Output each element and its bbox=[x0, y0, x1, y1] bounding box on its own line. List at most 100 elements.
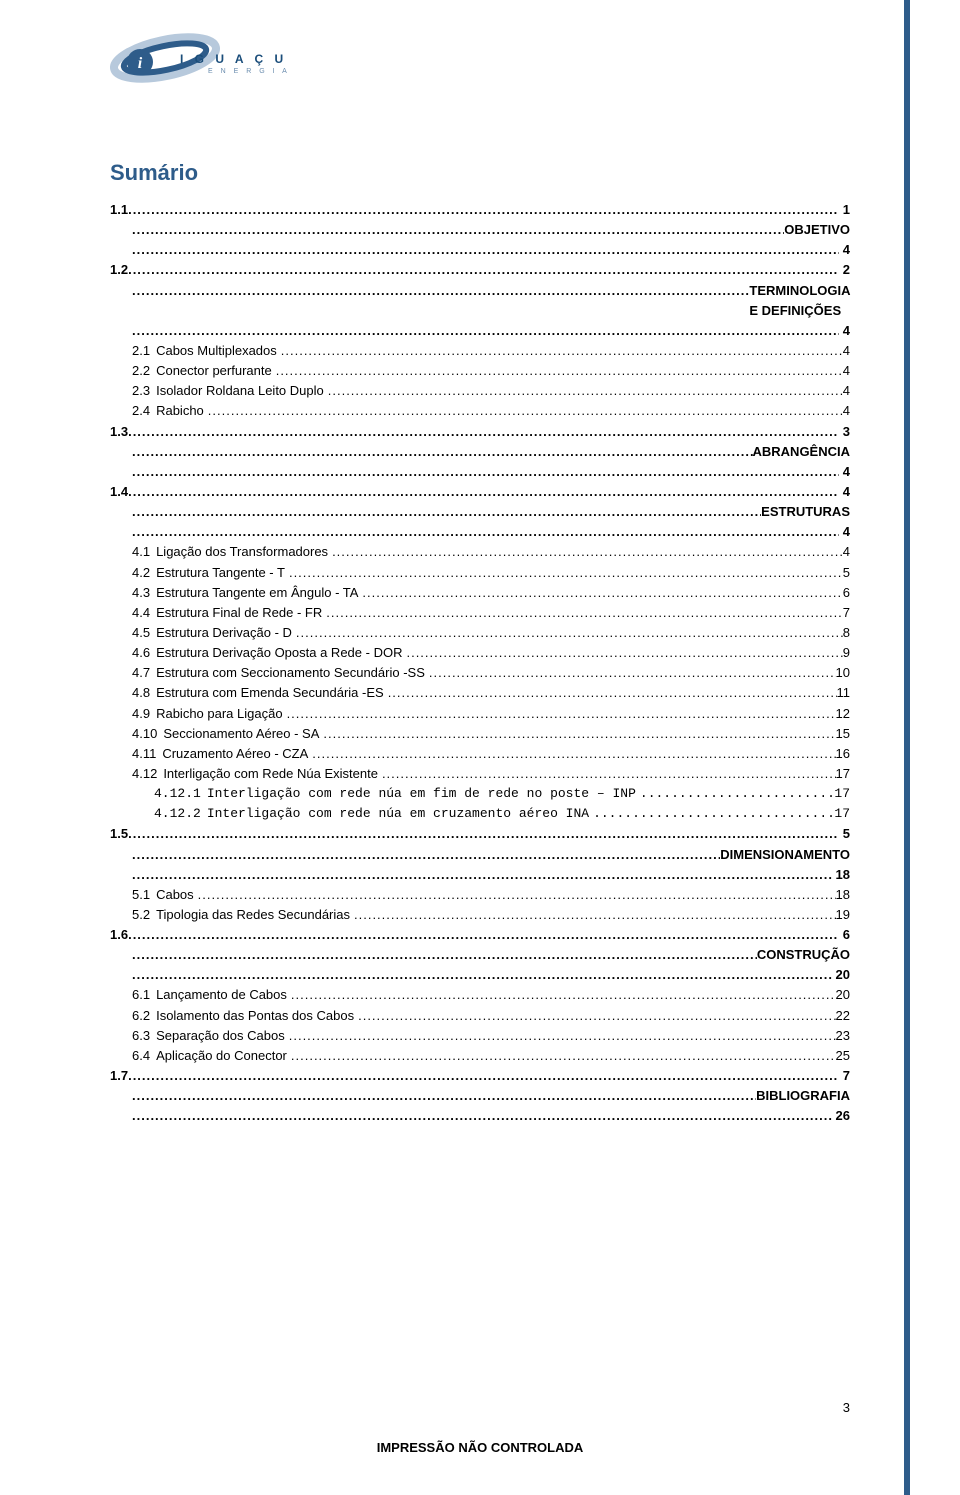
toc-section-title-row: BIBLIOGRAFIA bbox=[110, 1086, 850, 1106]
toc-subentry: 4.12.1Interligação com rede núa em fim d… bbox=[110, 784, 850, 804]
toc-section-page: 3 bbox=[839, 422, 850, 442]
company-logo: i I G U A Ç U E N E R G I A bbox=[110, 30, 290, 120]
toc-entry: 4.5Estrutura Derivação - D 8 bbox=[110, 623, 850, 643]
toc-leader bbox=[132, 965, 832, 985]
toc-entry-page: 10 bbox=[836, 663, 850, 683]
toc-entry-number: 4.12 bbox=[132, 764, 163, 784]
svg-text:i: i bbox=[138, 55, 143, 72]
toc-entry-number: 4.4 bbox=[132, 603, 156, 623]
toc-leader bbox=[429, 663, 836, 683]
toc-leader bbox=[132, 462, 839, 482]
toc-section-number: 1.3 bbox=[110, 422, 128, 442]
toc-leader bbox=[128, 422, 839, 442]
toc-section-titlepage: 20 bbox=[832, 965, 850, 985]
toc-section-number: 1.4 bbox=[110, 482, 128, 502]
toc-entry-number: 2.1 bbox=[132, 341, 156, 361]
toc-subentry: 4.12.2Interligação com rede núa em cruza… bbox=[110, 804, 850, 824]
toc-section-title-row: CONSTRUÇÃO bbox=[110, 945, 850, 965]
toc-entry-number: 4.1 bbox=[132, 542, 156, 562]
toc-section-number-row: 1.11 bbox=[110, 200, 850, 220]
toc-section-number-row: 1.33 bbox=[110, 422, 850, 442]
toc-leader bbox=[640, 784, 835, 804]
toc-entry: 4.6Estrutura Derivação Oposta a Rede - D… bbox=[110, 643, 850, 663]
toc-leader bbox=[132, 945, 757, 965]
toc-section-number-row: 1.44 bbox=[110, 482, 850, 502]
toc-entry-label: Estrutura Tangente em Ângulo - TA bbox=[156, 583, 362, 603]
toc-section-page: 4 bbox=[839, 482, 850, 502]
toc-entry-page: 18 bbox=[836, 885, 850, 905]
toc-section-titlepage-row: 20 bbox=[110, 965, 850, 985]
toc-leader bbox=[128, 200, 839, 220]
toc-entry: 4.8Estrutura com Emenda Secundária -ES 1… bbox=[110, 683, 850, 703]
toc-leader bbox=[326, 603, 843, 623]
toc-leader bbox=[332, 542, 843, 562]
toc-leader bbox=[593, 804, 834, 824]
toc-entry-number: 5.1 bbox=[132, 885, 156, 905]
toc-section-title-row: TERMINOLOGIA E DEFINIÇÕES bbox=[110, 281, 850, 321]
toc-entry-label: Interligação com Rede Núa Existente bbox=[163, 764, 382, 784]
page-title: Sumário bbox=[110, 160, 850, 186]
toc-entry-page: 23 bbox=[836, 1026, 850, 1046]
document-page: i I G U A Ç U E N E R G I A Sumário 1.11… bbox=[0, 0, 960, 1495]
toc-entry-number: 4.11 bbox=[132, 744, 162, 764]
toc-section-title: ABRANGÊNCIA bbox=[753, 442, 851, 462]
toc-leader bbox=[296, 623, 843, 643]
toc-entry-page: 4 bbox=[843, 361, 850, 381]
toc-entry-page: 22 bbox=[836, 1006, 850, 1026]
toc-entry-label: Isolamento das Pontas dos Cabos bbox=[156, 1006, 358, 1026]
toc-entry: 4.9Rabicho para Ligação 12 bbox=[110, 704, 850, 724]
toc-entry: 5.2Tipologia das Redes Secundárias 19 bbox=[110, 905, 850, 925]
toc-entry-page: 17 bbox=[836, 764, 850, 784]
toc-section-number-row: 1.22 bbox=[110, 260, 850, 280]
toc-entry-number: 6.3 bbox=[132, 1026, 156, 1046]
toc-entry-page: 5 bbox=[843, 563, 850, 583]
toc-entry-label: Estrutura Derivação Oposta a Rede - DOR bbox=[156, 643, 406, 663]
toc-section-page: 2 bbox=[839, 260, 850, 280]
toc-entry-page: 9 bbox=[843, 643, 850, 663]
toc-section-number: 1.6 bbox=[110, 925, 128, 945]
toc-entry: 4.11Cruzamento Aéreo - CZA 16 bbox=[110, 744, 850, 764]
toc-entry: 4.1Ligação dos Transformadores 4 bbox=[110, 542, 850, 562]
toc-subentry-page: 17 bbox=[834, 804, 850, 824]
toc-entry: 2.4Rabicho 4 bbox=[110, 401, 850, 421]
toc-entry: 2.3Isolador Roldana Leito Duplo 4 bbox=[110, 381, 850, 401]
toc-leader bbox=[128, 1066, 839, 1086]
toc-section-title: DIMENSIONAMENTO bbox=[720, 845, 850, 865]
toc-section-titlepage-row: 26 bbox=[110, 1106, 850, 1126]
toc-leader bbox=[289, 563, 843, 583]
toc-leader bbox=[132, 1106, 832, 1126]
toc-entry-number: 4.6 bbox=[132, 643, 156, 663]
side-accent-line bbox=[904, 0, 910, 1495]
logo-brand-subtext: E N E R G I A bbox=[208, 68, 290, 75]
toc-entry-page: 25 bbox=[836, 1046, 850, 1066]
toc-entry-label: Estrutura Derivação - D bbox=[156, 623, 296, 643]
toc-entry-label: Rabicho bbox=[156, 401, 208, 421]
toc-entry-page: 16 bbox=[836, 744, 850, 764]
toc-section-number-row: 1.77 bbox=[110, 1066, 850, 1086]
toc-section-titlepage: 4 bbox=[839, 321, 850, 341]
toc-entry-label: Lançamento de Cabos bbox=[156, 985, 291, 1005]
toc-leader bbox=[128, 925, 839, 945]
toc-entry-number: 4.7 bbox=[132, 663, 156, 683]
toc-entry-number: 4.3 bbox=[132, 583, 156, 603]
toc-leader bbox=[132, 1086, 756, 1106]
toc-section-title-row: ABRANGÊNCIA bbox=[110, 442, 850, 462]
toc-entry: 4.7Estrutura com Seccionamento Secundári… bbox=[110, 663, 850, 683]
toc-leader bbox=[132, 522, 839, 542]
toc-entry-page: 11 bbox=[837, 683, 851, 703]
toc-section-titlepage: 26 bbox=[832, 1106, 850, 1126]
toc-leader bbox=[132, 321, 839, 341]
toc-section-titlepage-row: 4 bbox=[110, 321, 850, 341]
toc-section-title: CONSTRUÇÃO bbox=[757, 945, 850, 965]
toc-leader bbox=[312, 744, 835, 764]
toc-entry-page: 4 bbox=[843, 341, 850, 361]
toc-entry-label: Separação dos Cabos bbox=[156, 1026, 289, 1046]
toc-section-number: 1.1 bbox=[110, 200, 128, 220]
toc-entry-page: 4 bbox=[843, 381, 850, 401]
toc-section-titlepage: 4 bbox=[839, 240, 850, 260]
toc-section-page: 5 bbox=[839, 824, 850, 844]
toc-entry-label: Estrutura Tangente - T bbox=[156, 563, 289, 583]
toc-leader bbox=[132, 865, 832, 885]
toc-entry-label: Cabos Multiplexados bbox=[156, 341, 281, 361]
toc-entry: 6.2Isolamento das Pontas dos Cabos 22 bbox=[110, 1006, 850, 1026]
